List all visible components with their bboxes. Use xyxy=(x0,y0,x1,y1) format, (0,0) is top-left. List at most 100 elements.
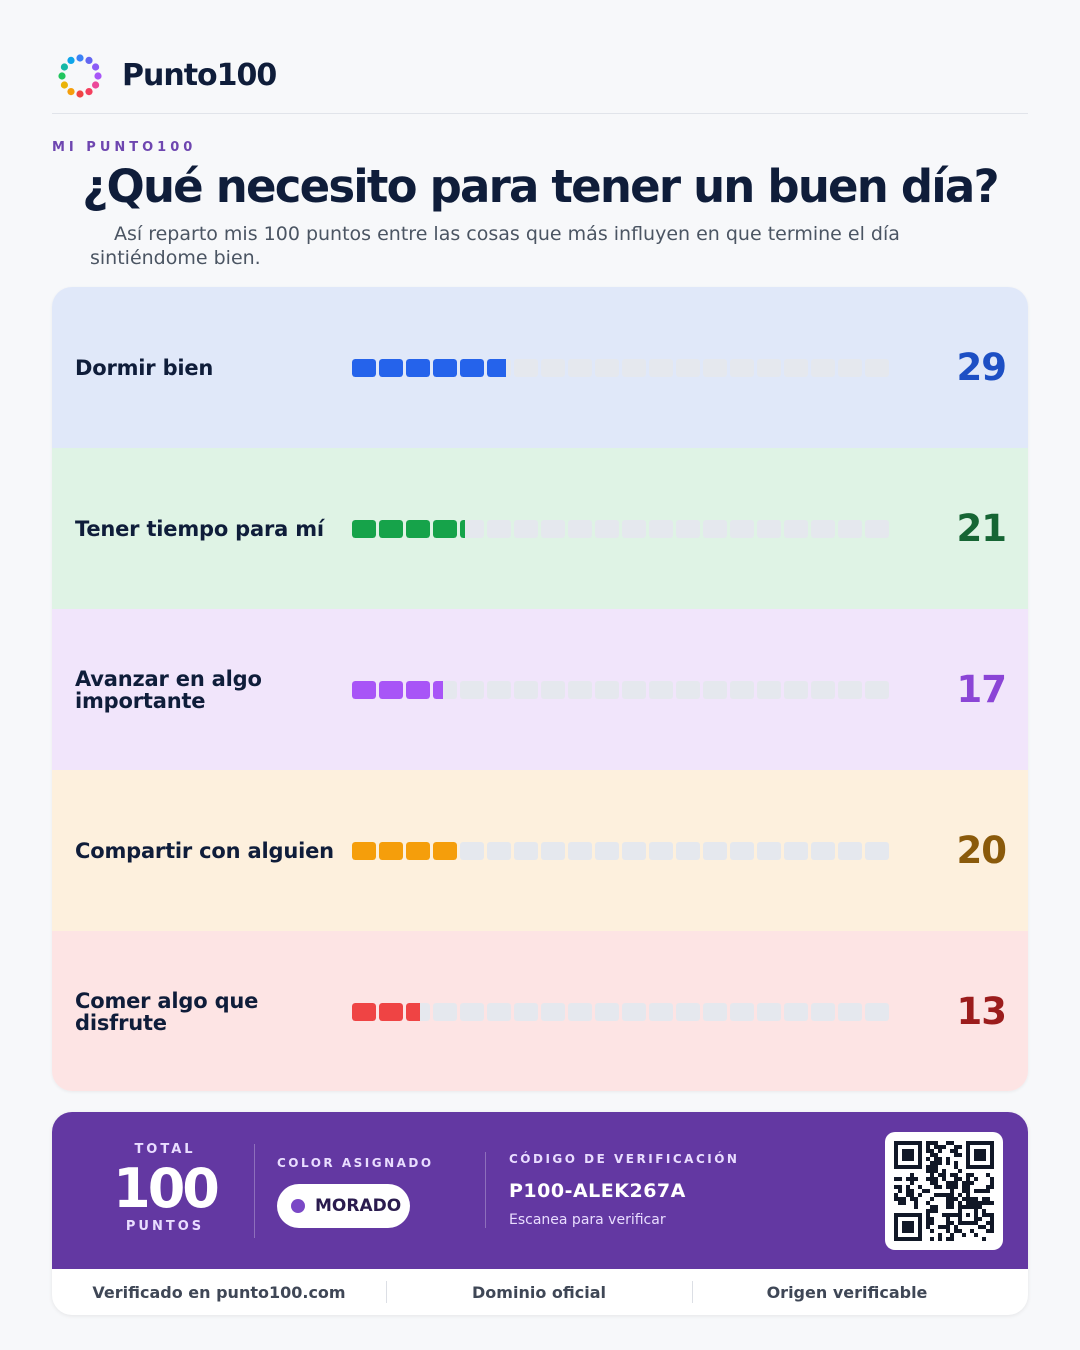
bar-segment xyxy=(811,1003,835,1021)
row-label: Comer algo que disfrute xyxy=(75,988,259,1035)
bar-segment xyxy=(352,359,376,377)
bar-segment xyxy=(730,1003,754,1021)
bar-segment xyxy=(460,842,484,860)
bar-segment xyxy=(406,520,430,538)
bar-segment-fill xyxy=(352,359,376,377)
bar-segment xyxy=(865,681,889,699)
bar-segment xyxy=(595,520,619,538)
bar-segment xyxy=(379,842,403,860)
bar-segment xyxy=(568,842,592,860)
color-name: MORADO xyxy=(315,1196,402,1216)
bar-segment xyxy=(838,359,862,377)
points-distribution-card: Dormir bien 29 Tener tiempo para mí 21 Avanz… xyxy=(52,287,1028,1091)
bar-segment-fill xyxy=(352,1003,376,1021)
bar-segment xyxy=(595,1003,619,1021)
bar-segment xyxy=(406,842,430,860)
bar-segment xyxy=(433,520,457,538)
bar-segment xyxy=(433,842,457,860)
bar-segment xyxy=(541,681,565,699)
summary-panel: TOTAL 100 PUNTOS COLOR ASIGNADO MORADO C… xyxy=(52,1112,1028,1269)
row-points-value: 29 xyxy=(956,346,1007,389)
bar-segment-fill xyxy=(406,520,430,538)
bar-segment xyxy=(865,520,889,538)
points-bar xyxy=(352,842,892,860)
bar-segment xyxy=(757,359,781,377)
bar-segment-fill xyxy=(406,1003,421,1021)
brand-name: Punto100 xyxy=(122,58,277,93)
bar-segment-fill xyxy=(406,359,430,377)
bar-segment xyxy=(838,1003,862,1021)
bar-segment xyxy=(757,681,781,699)
bar-segment xyxy=(703,681,727,699)
bar-segment xyxy=(622,842,646,860)
bar-segment xyxy=(649,842,673,860)
bar-segment-fill xyxy=(379,520,403,538)
bar-segment xyxy=(541,842,565,860)
row-label: Dormir bien xyxy=(75,355,214,380)
scan-hint: Escanea para verificar xyxy=(509,1212,666,1228)
bar-segment xyxy=(541,359,565,377)
bar-segment-fill xyxy=(352,520,376,538)
bar-segment-fill xyxy=(487,359,507,377)
qr-code-icon xyxy=(894,1141,994,1241)
bar-segment xyxy=(757,1003,781,1021)
row-label: Tener tiempo para mí xyxy=(75,516,324,541)
bar-segment xyxy=(487,1003,511,1021)
trust-badge-verified: Verificado en punto100.com xyxy=(92,1282,346,1302)
qr-code[interactable] xyxy=(885,1132,1003,1250)
header: Punto100 xyxy=(52,48,1028,114)
bar-segment xyxy=(406,1003,430,1021)
bar-segment xyxy=(352,1003,376,1021)
bar-segment xyxy=(730,681,754,699)
distribution-row: Comer algo que disfrute 13 xyxy=(52,931,1028,1091)
bar-segment-fill xyxy=(460,520,465,538)
bar-segment xyxy=(622,681,646,699)
bar-segment xyxy=(784,681,808,699)
bar-segment xyxy=(649,1003,673,1021)
bar-segment xyxy=(838,681,862,699)
bar-segment xyxy=(757,842,781,860)
distribution-row: Tener tiempo para mí 21 xyxy=(52,448,1028,609)
bar-segment xyxy=(379,681,403,699)
bar-segment-fill xyxy=(406,842,430,860)
bar-segment-fill xyxy=(379,1003,403,1021)
bar-segment xyxy=(568,1003,592,1021)
row-points-value: 13 xyxy=(956,990,1007,1033)
bar-segment xyxy=(406,681,430,699)
bar-segment xyxy=(487,842,511,860)
bar-segment xyxy=(757,520,781,538)
bar-segment-fill xyxy=(379,359,403,377)
bar-segment xyxy=(514,842,538,860)
bar-segment xyxy=(730,359,754,377)
bar-segment xyxy=(865,1003,889,1021)
bar-segment xyxy=(676,520,700,538)
verification-code-label: CÓDIGO DE VERIFICACIÓN xyxy=(509,1152,740,1166)
divider xyxy=(692,1281,693,1303)
bar-segment xyxy=(649,520,673,538)
bar-segment xyxy=(568,681,592,699)
row-label: Avanzar en algo importante xyxy=(75,666,262,713)
bar-segment-fill xyxy=(433,681,443,699)
bar-segment xyxy=(568,520,592,538)
bar-segment xyxy=(703,359,727,377)
bar-segment xyxy=(784,842,808,860)
bar-segment xyxy=(811,359,835,377)
bar-segment xyxy=(595,842,619,860)
bar-segment-fill xyxy=(379,842,403,860)
points-bar xyxy=(352,1003,892,1021)
bar-segment xyxy=(514,359,538,377)
color-dot-icon xyxy=(291,1199,305,1213)
total-value: 100 xyxy=(113,1157,220,1220)
bar-segment xyxy=(487,681,511,699)
points-bar xyxy=(352,681,892,699)
bar-segment xyxy=(811,681,835,699)
bar-segment xyxy=(865,842,889,860)
bar-segment xyxy=(811,842,835,860)
bar-segment-fill xyxy=(460,359,484,377)
bar-segment xyxy=(433,1003,457,1021)
summary-footer: TOTAL 100 PUNTOS COLOR ASIGNADO MORADO C… xyxy=(52,1112,1028,1315)
bar-segment xyxy=(676,842,700,860)
bar-segment xyxy=(568,359,592,377)
divider xyxy=(254,1144,255,1238)
trust-badge-origin: Origen verificable xyxy=(766,1282,928,1302)
